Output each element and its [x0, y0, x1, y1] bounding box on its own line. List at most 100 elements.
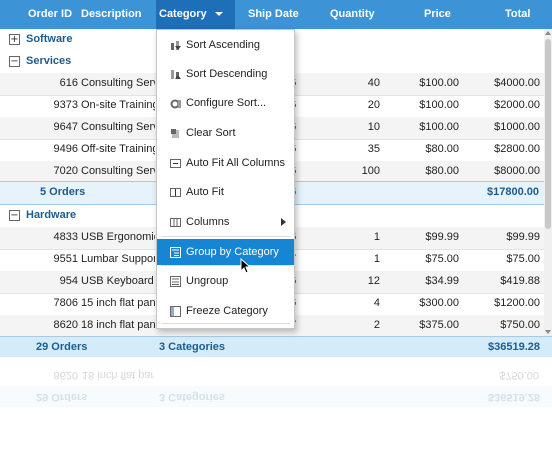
- menu-item-group-by[interactable]: Group by Category: [157, 239, 294, 265]
- group-by-icon: [170, 247, 181, 258]
- header-description[interactable]: Description: [81, 8, 142, 20]
- cell-price: $100.00: [419, 77, 459, 89]
- menu-item-columns[interactable]: Columns: [157, 209, 294, 235]
- column-context-menu: Sort Ascending Sort Descending Configure S…: [156, 29, 295, 329]
- cell-description: Consulting Servi...: [81, 165, 155, 177]
- menu-item-label: Auto Fit: [186, 186, 224, 198]
- menu-item-label: Group by Category: [186, 246, 279, 258]
- cell-order-id: 8620: [53, 319, 78, 331]
- menu-item-configure-sort[interactable]: Configure Sort...: [157, 90, 294, 116]
- cell-price: $80.00: [425, 143, 459, 155]
- menu-item-ungroup[interactable]: Ungroup: [157, 268, 294, 294]
- auto-fit-all-icon: [170, 159, 181, 168]
- header-total[interactable]: Total: [505, 8, 531, 20]
- menu-item-label: Freeze Category: [186, 305, 268, 317]
- reflection-id: 8620: [53, 369, 78, 381]
- menu-separator: [161, 323, 290, 324]
- auto-fit-icon: [170, 188, 181, 197]
- ungroup-icon: [170, 276, 181, 287]
- menu-item-label: Sort Ascending: [186, 39, 260, 51]
- cell-total: $8000.00: [494, 165, 540, 177]
- sort-descending-icon: [171, 70, 181, 79]
- menu-item-label: Sort Descending: [186, 68, 268, 80]
- cell-quantity: 12: [367, 275, 380, 287]
- expand-icon[interactable]: +: [9, 34, 20, 45]
- vertical-scrollbar[interactable]: [544, 29, 552, 336]
- header-price[interactable]: Price: [424, 8, 451, 20]
- cell-price: $34.99: [425, 275, 459, 287]
- cell-description: USB Ergonomic ...: [81, 231, 155, 243]
- menu-separator: [161, 265, 290, 266]
- cell-quantity: 35: [367, 143, 380, 155]
- menu-separator: [161, 236, 290, 237]
- cell-total: $99.99: [506, 231, 540, 243]
- cell-order-id: 7806: [53, 297, 78, 309]
- cell-order-id: 616: [59, 77, 78, 89]
- cell-quantity: 1: [373, 231, 380, 243]
- header-ship-date[interactable]: Ship Date: [248, 8, 299, 20]
- collapse-icon[interactable]: −: [9, 56, 20, 67]
- columns-icon: [170, 218, 181, 227]
- header-quantity[interactable]: Quantity: [330, 8, 375, 20]
- menu-item-label: Clear Sort: [186, 127, 236, 139]
- cell-total: $1200.00: [494, 297, 540, 309]
- cell-price: $100.00: [419, 99, 459, 111]
- menu-item-label: Auto Fit All Columns: [186, 157, 286, 169]
- cell-order-id: 9373: [53, 99, 78, 111]
- mouse-cursor-icon: [240, 258, 252, 274]
- menu-item-auto-fit-all[interactable]: Auto Fit All Columns: [157, 150, 294, 176]
- cell-quantity: 20: [367, 99, 380, 111]
- cell-total: $750.00: [500, 319, 540, 331]
- cell-price: $75.00: [425, 253, 459, 265]
- cell-quantity: 1: [373, 253, 380, 265]
- cell-description: USB Keyboard: [81, 275, 154, 287]
- menu-item-sort-descending[interactable]: Sort Descending: [157, 61, 294, 87]
- menu-item-label: Ungroup: [186, 275, 229, 287]
- group-title: Hardware: [26, 209, 77, 221]
- cell-order-id: 4833: [53, 231, 78, 243]
- menu-item-clear-sort[interactable]: Clear Sort: [157, 120, 294, 146]
- cell-price: $99.99: [425, 231, 459, 243]
- cell-quantity: 4: [373, 297, 380, 309]
- grid-reflection: 29 Orders 3 Categories $36519.28 8620 18…: [0, 357, 552, 407]
- scroll-up-icon[interactable]: [545, 31, 551, 35]
- chevron-down-icon[interactable]: [215, 12, 223, 16]
- cell-total: $4000.00: [494, 77, 540, 89]
- summary-total: $17800.00: [487, 186, 539, 198]
- scroll-down-icon[interactable]: [545, 330, 551, 334]
- menu-item-freeze[interactable]: Freeze Category: [157, 298, 294, 324]
- collapse-icon[interactable]: −: [9, 210, 20, 221]
- cell-order-id: 7020: [53, 165, 78, 177]
- cell-order-id: 9496: [53, 143, 78, 155]
- cell-order-id: 9647: [53, 121, 78, 133]
- menu-item-auto-fit[interactable]: Auto Fit: [157, 179, 294, 205]
- footer-total: $36519.28: [488, 341, 540, 353]
- freeze-icon: [170, 306, 181, 317]
- grid-footer: 29 Orders 3 Categories $36519.28: [0, 336, 552, 357]
- menu-item-label: Columns: [186, 216, 230, 228]
- menu-item-sort-ascending[interactable]: Sort Ascending: [157, 32, 294, 58]
- cell-quantity: 10: [367, 121, 380, 133]
- cell-price: $375.00: [419, 319, 459, 331]
- grid-header: Order ID Description Category Ship Date …: [0, 0, 552, 29]
- group-title: Services: [26, 55, 72, 67]
- footer-categories: 3 Categories: [159, 341, 226, 353]
- header-category[interactable]: Category: [156, 0, 235, 29]
- footer-orders: 29 Orders: [36, 341, 88, 353]
- sort-ascending-icon: [171, 41, 181, 50]
- header-category-label: Category: [159, 8, 207, 20]
- header-order-id[interactable]: Order ID: [28, 8, 73, 20]
- group-title: Software: [26, 33, 73, 45]
- reflection-total: $36519.28: [488, 391, 540, 403]
- cell-quantity: 100: [361, 165, 380, 177]
- submenu-arrow-icon: [281, 218, 286, 226]
- cell-quantity: 40: [367, 77, 380, 89]
- cell-description: Consulting Servi...: [81, 77, 155, 89]
- cell-total: $2000.00: [494, 99, 540, 111]
- cell-quantity: 2: [373, 319, 380, 331]
- summary-orders: 5 Orders: [40, 186, 86, 198]
- cell-description: 18 inch flat pan...: [81, 319, 155, 331]
- clear-sort-icon: [171, 129, 179, 138]
- scrollbar-thumb[interactable]: [545, 39, 551, 229]
